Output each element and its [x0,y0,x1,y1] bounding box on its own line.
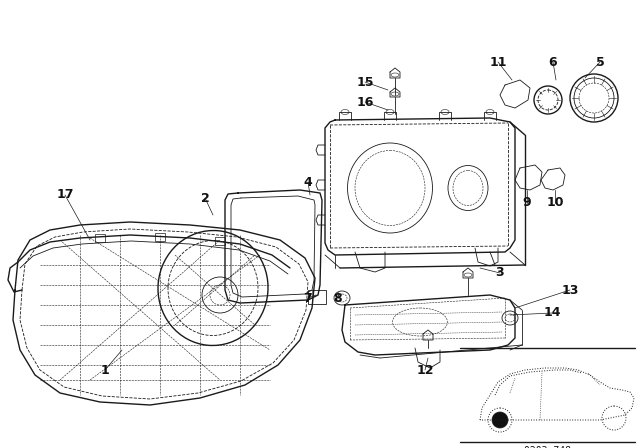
Text: 16: 16 [356,95,374,108]
Text: 4: 4 [303,176,312,189]
Bar [155,233,165,241]
Text: 15: 15 [356,76,374,89]
Text: 5: 5 [596,56,604,69]
Text: 11: 11 [489,56,507,69]
Text: 6: 6 [548,56,557,69]
Text: 9: 9 [523,197,531,210]
Bar [95,234,105,242]
Text: 10: 10 [547,197,564,210]
Text: 2: 2 [200,191,209,204]
Text: 13: 13 [561,284,579,297]
Text: 0203 748: 0203 748 [525,446,572,448]
Text: 7: 7 [303,292,312,305]
Bar [308,290,326,304]
Bar [215,237,225,245]
Text: 12: 12 [416,363,434,376]
Circle shape [492,412,508,428]
Text: 1: 1 [100,363,109,376]
Text: 8: 8 [333,292,342,305]
Text: 14: 14 [543,306,561,319]
Text: 17: 17 [56,189,74,202]
Text: 3: 3 [496,267,504,280]
